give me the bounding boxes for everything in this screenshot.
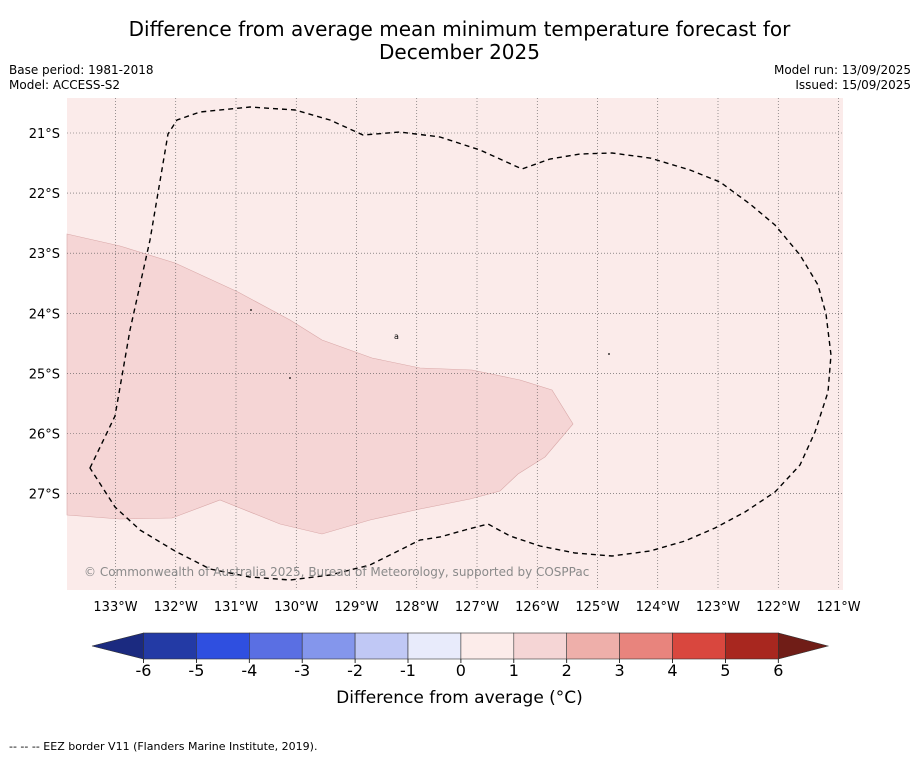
colorbar-segment <box>249 632 303 660</box>
colorbar-tick-label: -6 <box>136 661 152 680</box>
longitude-label: 128°W <box>395 600 439 615</box>
longitude-label: 121°W <box>816 600 860 615</box>
title-line-1: Difference from average mean minimum tem… <box>128 17 791 41</box>
colorbar: -6 -5 -4 -3 -2 -1 0 1 2 3 4 5 6 <box>91 632 830 680</box>
footer-note: -- -- -- EEZ border V11 (Flanders Marine… <box>9 740 318 753</box>
colorbar-tick-label: 1 <box>509 661 519 680</box>
model-run-text: Model run: 13/09/2025 <box>773 63 911 77</box>
model-text: Model: ACCESS-S2 <box>9 78 121 92</box>
colorbar-segment <box>566 632 620 660</box>
latitude-labels: 21°S 22°S 23°S 24°S 25°S 26°S 27°S <box>29 127 60 503</box>
colorbar-tick-label: 0 <box>456 661 466 680</box>
longitude-label: 127°W <box>455 600 499 615</box>
colorbar-tick-label: -1 <box>400 661 416 680</box>
island-marker: a <box>394 332 399 341</box>
longitude-label: 123°W <box>696 600 740 615</box>
colorbar-segment <box>407 632 462 660</box>
colorbar-segment <box>196 632 250 660</box>
island-markers: a <box>250 309 610 379</box>
info-left: Base period: 1981-2018 Model: ACCESS-S2 <box>9 63 154 93</box>
colorbar-under-arrow <box>91 632 144 660</box>
colorbar-segment <box>725 632 779 660</box>
longitude-label: 130°W <box>274 600 318 615</box>
longitude-label: 126°W <box>515 600 559 615</box>
colorbar-tick-label: 3 <box>615 661 625 680</box>
latitude-label: 27°S <box>29 488 60 503</box>
longitude-labels: 133°W 132°W 131°W 130°W 129°W 128°W 127°W 126°W… <box>93 600 860 615</box>
colorbar-segment <box>513 632 567 660</box>
latitude-label: 24°S <box>29 307 60 322</box>
longitude-label: 131°W <box>214 600 258 615</box>
longitude-label: 132°W <box>154 600 198 615</box>
island-marker <box>289 377 291 379</box>
colorbar-segment <box>354 632 409 660</box>
copyright-text: © Commonwealth of Australia 2025, Bureau… <box>84 565 590 579</box>
issued-text: Issued: 15/09/2025 <box>795 78 911 92</box>
title-line-2: December 2025 <box>379 40 540 64</box>
colorbar-title: Difference from average (°C) <box>336 688 583 708</box>
island-marker <box>250 309 252 311</box>
colorbar-segment <box>301 632 356 660</box>
colorbar-tick-label: -5 <box>188 661 204 680</box>
longitude-label: 125°W <box>575 600 619 615</box>
map-title: Difference from average mean minimum tem… <box>0 18 919 64</box>
longitude-label: 122°W <box>756 600 800 615</box>
island-marker <box>608 353 610 355</box>
colorbar-tick-label: 6 <box>773 661 783 680</box>
longitude-label: 133°W <box>93 600 137 615</box>
longitude-label: 124°W <box>636 600 680 615</box>
anomaly-region-1-to-2 <box>66 233 574 535</box>
colorbar-segment <box>672 632 726 660</box>
colorbar-over-arrow <box>777 632 830 660</box>
latitude-label: 23°S <box>29 247 60 262</box>
colorbar-tick-label: -4 <box>241 661 257 680</box>
eez-border <box>89 106 832 581</box>
gridlines <box>67 98 843 590</box>
latitude-label: 25°S <box>29 367 60 382</box>
latitude-label: 21°S <box>29 127 60 142</box>
colorbar-segment <box>143 632 197 660</box>
colorbar-tick-label: 4 <box>667 661 677 680</box>
latitude-label: 26°S <box>29 428 60 443</box>
base-period-text: Base period: 1981-2018 <box>9 63 154 77</box>
colorbar-tick-label: 2 <box>562 661 572 680</box>
colorbar-tick-label: -3 <box>294 661 310 680</box>
colorbar-segment <box>460 632 515 660</box>
info-right: Model run: 13/09/2025 Issued: 15/09/2025 <box>774 63 911 93</box>
latitude-label: 22°S <box>29 187 60 202</box>
colorbar-segment <box>619 632 673 660</box>
longitude-label: 129°W <box>334 600 378 615</box>
colorbar-tick-label: 5 <box>720 661 730 680</box>
colorbar-tick-label: -2 <box>347 661 363 680</box>
